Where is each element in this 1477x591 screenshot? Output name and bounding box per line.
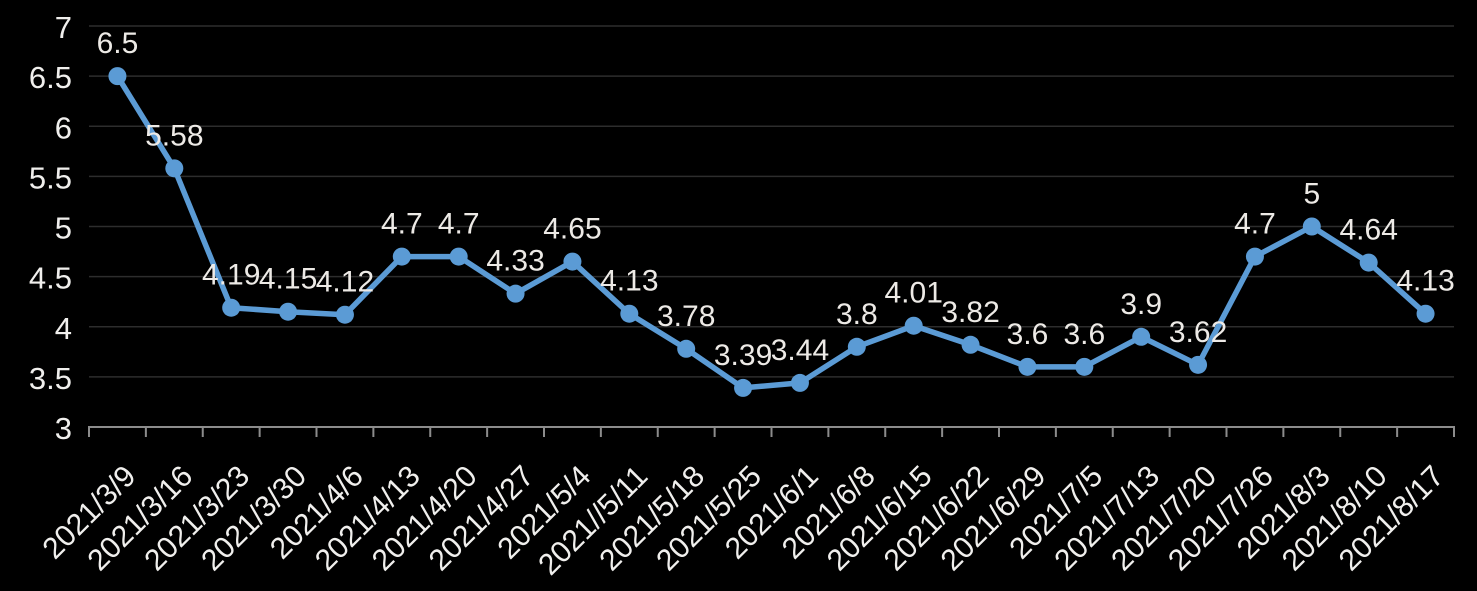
data-point-marker (506, 284, 525, 303)
data-point-marker (392, 247, 411, 266)
data-label: 4.13 (1396, 265, 1454, 298)
data-label: 4.15 (259, 263, 317, 296)
data-point-marker (1245, 247, 1264, 266)
data-label: 4.01 (884, 277, 942, 310)
data-point-marker (904, 316, 923, 335)
data-label: 4.33 (486, 245, 544, 278)
y-axis-label: 6 (55, 110, 72, 145)
y-axis-label: 7 (55, 10, 72, 45)
data-point-marker (279, 302, 298, 321)
data-label: 3.6 (1007, 318, 1049, 351)
data-point-marker (847, 337, 866, 356)
y-axis-label: 5.5 (29, 160, 72, 195)
data-label: 4.7 (438, 208, 480, 241)
data-label: 3.62 (1169, 316, 1227, 349)
data-point-marker (790, 373, 809, 392)
data-label: 4.12 (316, 266, 374, 299)
y-axis-label: 4 (55, 311, 72, 346)
data-point-marker (677, 339, 696, 358)
data-label: 4.13 (600, 265, 658, 298)
data-point-marker (961, 335, 980, 354)
y-axis-label: 4.5 (29, 261, 72, 296)
data-label: 3.39 (714, 339, 772, 372)
data-label: 3.44 (771, 334, 829, 367)
data-point-marker (1018, 357, 1037, 376)
data-point-marker (1189, 355, 1208, 374)
data-label: 4.64 (1339, 214, 1397, 247)
y-axis-label: 3.5 (29, 361, 72, 396)
data-label: 3.6 (1063, 318, 1105, 351)
y-axis-label: 6.5 (29, 60, 72, 95)
data-point-marker (165, 159, 184, 178)
data-label: 4.19 (202, 259, 260, 292)
y-axis-label: 5 (55, 211, 72, 246)
data-point-marker (449, 247, 468, 266)
data-point-marker (222, 298, 241, 317)
data-label: 6.5 (97, 27, 139, 60)
data-label: 3.78 (657, 300, 715, 333)
data-point-marker (1359, 253, 1378, 272)
data-label: 5 (1303, 178, 1320, 211)
data-point-marker (1416, 304, 1435, 323)
series-line (114, 73, 1429, 391)
data-point-marker (734, 378, 753, 397)
data-point-marker (108, 67, 127, 86)
data-label: 4.7 (381, 208, 423, 241)
y-axis-label: 3 (55, 411, 72, 446)
data-label: 4.7 (1234, 208, 1276, 241)
data-label: 5.58 (145, 119, 203, 152)
data-label: 4.65 (543, 213, 601, 246)
data-label: 3.82 (941, 296, 999, 329)
data-point-marker (563, 252, 582, 271)
data-point-marker (1302, 217, 1321, 236)
data-point-marker (1132, 327, 1151, 346)
data-point-marker (620, 304, 639, 323)
data-point-marker (1075, 357, 1094, 376)
data-label: 3.9 (1120, 288, 1162, 321)
data-label: 3.8 (836, 298, 878, 331)
data-point-marker (335, 305, 354, 324)
